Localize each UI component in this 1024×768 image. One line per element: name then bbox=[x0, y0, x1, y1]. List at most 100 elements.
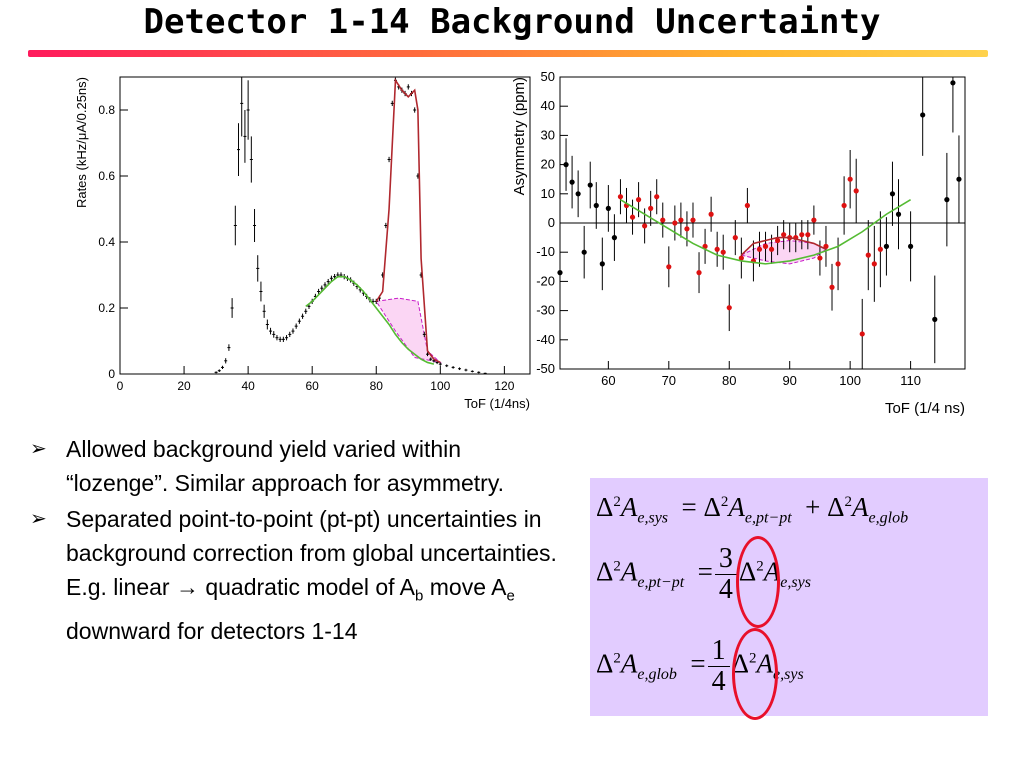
data-point bbox=[944, 197, 950, 203]
bullet-list: ➢ Allowed background yield varied within… bbox=[28, 432, 568, 650]
y-tick-label: 0 bbox=[548, 215, 555, 230]
data-point bbox=[611, 235, 618, 241]
data-point bbox=[768, 246, 775, 252]
rates-chart: 0 20 40 60 80 100 120 0 0.2 0.4 0.6 0.8 ToF (1/4ns) R… bbox=[74, 76, 531, 411]
data-point bbox=[817, 255, 823, 261]
green-fit-curve bbox=[620, 198, 912, 265]
data-point bbox=[599, 261, 605, 267]
data-point bbox=[907, 243, 914, 249]
y-tick-label: 0.6 bbox=[98, 169, 115, 183]
arrow-bullet-icon: ➢ bbox=[30, 508, 47, 530]
data-point bbox=[895, 211, 902, 217]
data-point bbox=[823, 243, 829, 249]
y-tick-label: -40 bbox=[536, 332, 555, 347]
x-tick-label: 40 bbox=[241, 379, 255, 393]
data-point bbox=[635, 197, 642, 203]
asymmetry-chart: 60 70 80 90 100 110 -50 -40 -30 -20 -10 0 10 20 30 40 50… bbox=[511, 69, 966, 417]
data-point bbox=[811, 217, 817, 223]
equation-box: Δ2Ae,sys = Δ2Ae,pt−pt + Δ2Ae,glob Δ2Ae,p… bbox=[590, 478, 988, 720]
x-tick-label: 120 bbox=[494, 379, 514, 393]
y-tick-label: -10 bbox=[536, 244, 555, 259]
data-point bbox=[726, 305, 732, 311]
y-tick-label: 40 bbox=[541, 98, 555, 113]
x-tick-label: 90 bbox=[782, 373, 796, 388]
x-axis-label: ToF (1/4 ns) bbox=[885, 400, 965, 417]
data-point bbox=[835, 261, 841, 267]
data-point bbox=[666, 264, 672, 270]
y-tick-label: -50 bbox=[536, 361, 555, 376]
data-point bbox=[581, 249, 587, 255]
data-point bbox=[732, 235, 738, 241]
x-tick-label: 0 bbox=[117, 379, 124, 393]
data-point bbox=[672, 220, 678, 226]
data-point bbox=[684, 226, 690, 232]
x-tick-label: 20 bbox=[177, 379, 191, 393]
data-point bbox=[648, 205, 654, 211]
y-tick-label: 0 bbox=[108, 367, 115, 381]
title-underline bbox=[28, 50, 988, 57]
data-point bbox=[617, 194, 624, 200]
x-tick-label: 60 bbox=[601, 373, 615, 388]
data-point bbox=[660, 217, 666, 223]
y-tick-label: 20 bbox=[541, 157, 555, 172]
data-point bbox=[859, 331, 865, 337]
x-tick-label: 100 bbox=[839, 373, 861, 388]
x-tick-label: 70 bbox=[662, 373, 676, 388]
y-tick-label: 0.2 bbox=[98, 301, 115, 315]
bullet-item-1: ➢ Allowed background yield varied within… bbox=[28, 432, 568, 500]
bullet-text: Allowed background yield varied within “… bbox=[66, 436, 504, 496]
data-point bbox=[696, 270, 702, 276]
data-point bbox=[720, 249, 726, 255]
green-fit-curve bbox=[305, 275, 435, 365]
equation-2: Δ2Ae,pt−pt = 3 4 Δ2Ae,sys bbox=[596, 543, 811, 605]
data-point bbox=[775, 237, 781, 244]
x-tick-label: 60 bbox=[306, 379, 320, 393]
data-point bbox=[593, 202, 599, 209]
data-point bbox=[871, 261, 877, 267]
data-point bbox=[702, 243, 708, 249]
y-axis-label: Asymmetry (ppm) bbox=[511, 77, 528, 195]
data-point bbox=[889, 191, 896, 197]
data-point bbox=[744, 202, 750, 209]
lozenge-region bbox=[375, 297, 442, 364]
x-axis-label: ToF (1/4ns) bbox=[464, 396, 530, 411]
data-point bbox=[557, 270, 563, 276]
data-point bbox=[569, 179, 575, 185]
data-point bbox=[799, 232, 805, 238]
data-point bbox=[629, 214, 636, 220]
y-tick-label: 0.8 bbox=[98, 103, 115, 117]
data-point bbox=[708, 211, 714, 217]
data-point bbox=[690, 217, 696, 223]
x-tick-label: 80 bbox=[722, 373, 736, 388]
data-point bbox=[865, 252, 871, 258]
data-point bbox=[920, 112, 926, 118]
y-tick-label: -20 bbox=[536, 273, 555, 288]
data-point bbox=[587, 182, 593, 188]
data-point bbox=[678, 217, 684, 223]
data-point bbox=[853, 188, 859, 194]
highlight-circle-bottom bbox=[732, 628, 778, 720]
data-point bbox=[781, 232, 787, 238]
data-point bbox=[563, 162, 569, 168]
x-tick-label: 80 bbox=[370, 379, 384, 393]
data-point bbox=[829, 284, 835, 290]
data-point bbox=[762, 243, 769, 249]
bullet-text: Separated point-to-point (pt-pt) uncerta… bbox=[66, 506, 557, 644]
data-point bbox=[738, 255, 744, 261]
arrow-bullet-icon: ➢ bbox=[30, 438, 47, 460]
data-point bbox=[877, 246, 883, 252]
y-axis-label: Rates (kHz/μA/0.25ns) bbox=[74, 77, 89, 208]
bullet-item-2: ➢ Separated point-to-point (pt-pt) uncer… bbox=[28, 502, 568, 648]
y-tick-label: -30 bbox=[536, 303, 555, 318]
data-point bbox=[841, 202, 847, 209]
data-point bbox=[575, 191, 581, 197]
plot-frame bbox=[119, 76, 531, 375]
y-tick-label: 30 bbox=[541, 127, 555, 142]
equation-3: Δ2Ae,glob = 1 4 Δ2Ae,sys bbox=[596, 635, 804, 697]
data-point bbox=[756, 246, 763, 252]
data-point bbox=[642, 223, 648, 229]
equation-1: Δ2Ae,sys = Δ2Ae,pt−pt + Δ2Ae,glob bbox=[596, 492, 909, 527]
red-fit-curve bbox=[375, 77, 441, 364]
